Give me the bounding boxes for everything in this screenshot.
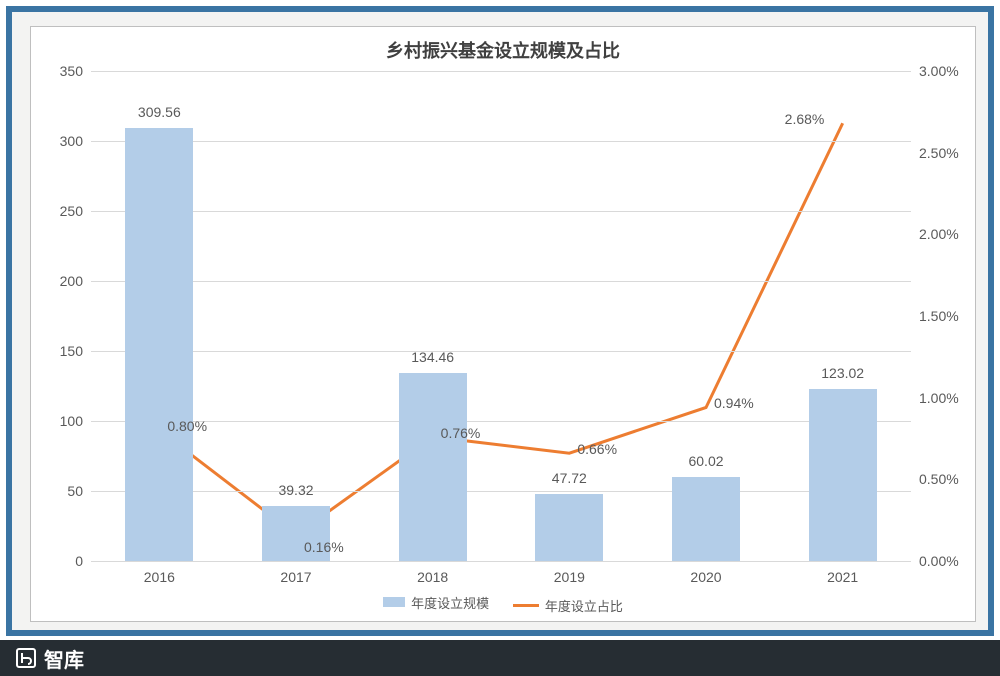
- y-left-tick-label: 150: [33, 343, 83, 359]
- y-right-tick-label: 0.50%: [919, 471, 959, 487]
- bar-swatch-icon: [383, 597, 405, 607]
- line-value-label: 0.94%: [714, 395, 754, 411]
- y-left-tick-label: 300: [33, 133, 83, 149]
- bar: [125, 128, 193, 561]
- bar-value-label: 47.72: [552, 470, 587, 486]
- x-tick-label: 2021: [827, 569, 858, 585]
- gridline: [91, 421, 911, 422]
- y-right-tick-label: 0.00%: [919, 553, 959, 569]
- gridline: [91, 211, 911, 212]
- gridline: [91, 351, 911, 352]
- bar-value-label: 123.02: [821, 365, 864, 381]
- outer-frame: 乡村振兴基金设立规模及占比 0501001502002503003500.00%…: [6, 6, 994, 636]
- y-left-tick-label: 250: [33, 203, 83, 219]
- line-series: [91, 71, 911, 561]
- y-right-tick-label: 2.00%: [919, 226, 959, 242]
- watermark-text: 智库: [44, 644, 84, 673]
- legend-bar-label: 年度设立规模: [411, 593, 489, 612]
- logo-icon: [14, 646, 38, 670]
- line-path: [159, 123, 842, 535]
- watermark-bar: 智库: [0, 640, 1000, 676]
- y-right-tick-label: 1.50%: [919, 308, 959, 324]
- line-swatch-icon: [513, 604, 539, 607]
- gridline: [91, 561, 911, 562]
- line-value-label: 2.68%: [785, 111, 825, 127]
- line-value-label: 0.66%: [577, 441, 617, 457]
- gridline: [91, 491, 911, 492]
- bar-value-label: 309.56: [138, 104, 181, 120]
- watermark-logo: 智库: [14, 644, 84, 673]
- x-tick-label: 2019: [554, 569, 585, 585]
- legend-item-line: 年度设立占比: [513, 596, 623, 615]
- y-right-tick-label: 2.50%: [919, 145, 959, 161]
- gridline: [91, 281, 911, 282]
- legend-line-label: 年度设立占比: [545, 596, 623, 615]
- line-value-label: 0.80%: [167, 418, 207, 434]
- legend: 年度设立规模 年度设立占比: [31, 593, 975, 616]
- y-left-tick-label: 200: [33, 273, 83, 289]
- y-left-tick-label: 100: [33, 413, 83, 429]
- y-left-tick-label: 0: [33, 553, 83, 569]
- x-tick-label: 2018: [417, 569, 448, 585]
- chart-title: 乡村振兴基金设立规模及占比: [31, 37, 975, 63]
- chart-container: 乡村振兴基金设立规模及占比 0501001502002503003500.00%…: [30, 26, 976, 622]
- bar: [535, 494, 603, 561]
- line-value-label: 0.76%: [441, 425, 481, 441]
- plot-area: 0501001502002503003500.00%0.50%1.00%1.50…: [91, 71, 911, 561]
- y-right-tick-label: 3.00%: [919, 63, 959, 79]
- bar: [399, 373, 467, 561]
- x-tick-label: 2017: [280, 569, 311, 585]
- bar: [672, 477, 740, 561]
- gridline: [91, 141, 911, 142]
- x-tick-label: 2016: [144, 569, 175, 585]
- bar-value-label: 134.46: [411, 349, 454, 365]
- bar-value-label: 60.02: [688, 453, 723, 469]
- x-tick-label: 2020: [690, 569, 721, 585]
- line-value-label: 0.16%: [304, 539, 344, 555]
- bar: [809, 389, 877, 561]
- y-right-tick-label: 1.00%: [919, 390, 959, 406]
- y-left-tick-label: 350: [33, 63, 83, 79]
- y-left-tick-label: 50: [33, 483, 83, 499]
- bar-value-label: 39.32: [278, 482, 313, 498]
- gridline: [91, 71, 911, 72]
- legend-item-bar: 年度设立规模: [383, 593, 489, 612]
